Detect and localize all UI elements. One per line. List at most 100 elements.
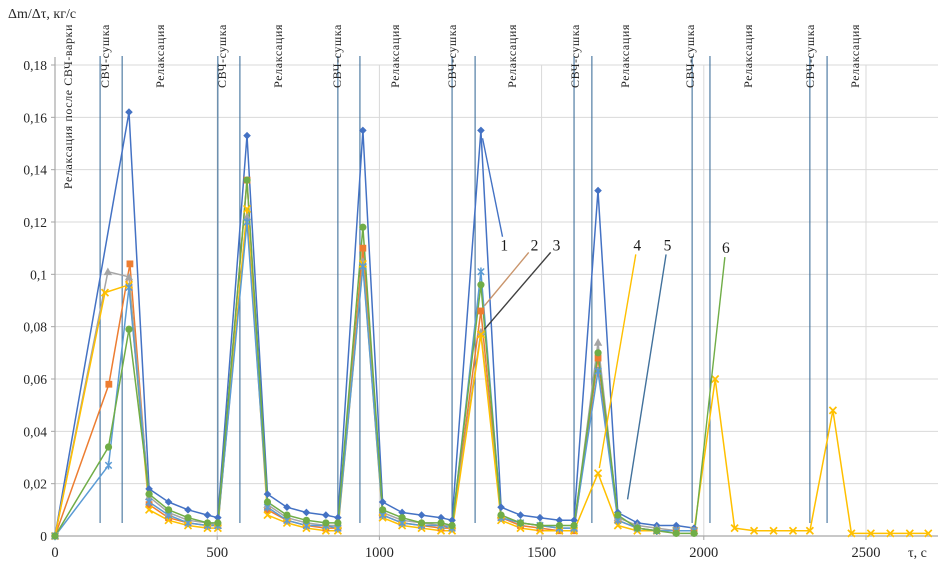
marker-circle bbox=[555, 521, 564, 530]
phase-label: Релаксация bbox=[848, 24, 862, 88]
x-tick-label: 500 bbox=[206, 545, 228, 561]
marker-square bbox=[477, 307, 485, 315]
y-tick-label: 0,02 bbox=[23, 477, 47, 492]
callout-number-3: 3 bbox=[553, 238, 561, 255]
phase-label: Релаксация bbox=[271, 24, 285, 88]
marker-circle bbox=[379, 506, 387, 514]
marker-circle bbox=[283, 511, 291, 519]
marker-x bbox=[593, 469, 603, 478]
marker-circle bbox=[263, 498, 272, 506]
marker-square bbox=[359, 244, 367, 252]
marker-diamond bbox=[497, 503, 505, 512]
marker-diamond bbox=[570, 516, 578, 525]
marker-circle bbox=[334, 519, 342, 527]
marker-circle bbox=[184, 514, 192, 522]
phase-label: СВЧ-сушка bbox=[445, 24, 459, 88]
marker-x bbox=[769, 526, 778, 535]
marker-diamond bbox=[164, 498, 173, 506]
marker-x bbox=[828, 406, 838, 415]
marker-asterisk bbox=[359, 262, 367, 271]
marker-square bbox=[126, 260, 134, 268]
marker-diamond bbox=[145, 485, 153, 493]
marker-asterisk bbox=[145, 497, 153, 507]
marker-x bbox=[805, 526, 814, 535]
marker-x bbox=[730, 524, 739, 533]
marker-circle bbox=[516, 519, 525, 527]
marker-diamond bbox=[184, 506, 192, 514]
marker-diamond bbox=[359, 126, 367, 135]
phase-label: СВЧ-сушка bbox=[568, 24, 582, 88]
phase-label: СВЧ-сушка bbox=[98, 24, 112, 88]
callout-number-6: 6 bbox=[722, 240, 730, 257]
marker-circle bbox=[633, 524, 641, 532]
marker-asterisk bbox=[104, 461, 113, 470]
x-tick-label: 1500 bbox=[527, 545, 556, 561]
marker-circle bbox=[497, 511, 505, 519]
callout-number-2: 2 bbox=[531, 238, 539, 255]
marker-circle bbox=[125, 325, 133, 333]
marker-diamond bbox=[594, 186, 602, 195]
y-tick-label: 0,04 bbox=[23, 424, 47, 439]
marker-circle bbox=[690, 529, 698, 537]
marker-triangle bbox=[593, 338, 603, 346]
marker-circle bbox=[398, 514, 406, 522]
y-tick-label: 0 bbox=[40, 529, 47, 544]
marker-circle bbox=[614, 511, 622, 519]
marker-circle bbox=[359, 223, 367, 231]
marker-circle bbox=[302, 516, 311, 524]
marker-diamond bbox=[417, 511, 426, 519]
series-line-4 bbox=[54, 208, 929, 537]
marker-diamond bbox=[322, 511, 330, 519]
callout-leader-3 bbox=[483, 251, 552, 330]
callout-leader-4 bbox=[598, 254, 637, 469]
marker-asterisk bbox=[594, 366, 602, 376]
marker-square bbox=[594, 354, 602, 362]
marker-diamond bbox=[437, 513, 445, 522]
phase-label: СВЧ-сушка bbox=[215, 24, 229, 88]
phase-label: СВЧ-сушка bbox=[803, 24, 817, 88]
marker-circle bbox=[448, 521, 456, 530]
marker-x bbox=[886, 529, 895, 538]
phase-label: Релаксация bbox=[388, 24, 402, 88]
marker-asterisk bbox=[125, 283, 133, 292]
marker-asterisk bbox=[243, 217, 251, 227]
y-tick-label: 0,1 bbox=[30, 267, 47, 282]
x-tick-label: 2000 bbox=[689, 545, 718, 561]
marker-circle bbox=[672, 529, 680, 537]
marker-x bbox=[476, 330, 486, 339]
marker-circle bbox=[594, 349, 602, 357]
marker-circle bbox=[570, 521, 578, 530]
marker-circle bbox=[437, 519, 445, 527]
phase-label: Релаксация bbox=[153, 24, 167, 88]
y-tick-label: 0,14 bbox=[23, 163, 47, 178]
marker-x bbox=[711, 374, 720, 384]
marker-circle bbox=[51, 532, 59, 540]
marker-x bbox=[100, 288, 110, 297]
marker-circle bbox=[104, 443, 113, 451]
marker-circle bbox=[214, 519, 222, 527]
marker-diamond bbox=[398, 508, 406, 517]
y-axis-title: Δm/Δτ, кг/с bbox=[8, 7, 76, 22]
marker-circle bbox=[164, 506, 173, 514]
y-tick-label: 0,06 bbox=[23, 372, 47, 387]
phase-label: Релаксация bbox=[618, 24, 632, 88]
callout-number-1: 1 bbox=[500, 238, 508, 255]
marker-diamond bbox=[302, 508, 311, 517]
marker-x bbox=[847, 529, 856, 538]
marker-triangle bbox=[103, 267, 113, 276]
marker-x bbox=[905, 529, 914, 538]
x-axis-title: τ, с bbox=[908, 546, 927, 561]
phase-label: СВЧ-сушка bbox=[683, 24, 697, 88]
x-tick-label: 1000 bbox=[365, 545, 394, 561]
marker-circle bbox=[322, 519, 330, 527]
marker-diamond bbox=[334, 513, 342, 522]
marker-x bbox=[749, 526, 759, 535]
y-tick-label: 0,16 bbox=[23, 110, 47, 125]
y-tick-label: 0,08 bbox=[23, 320, 47, 335]
marker-diamond bbox=[555, 516, 564, 525]
callout-leader-1 bbox=[481, 138, 504, 237]
marker-square bbox=[105, 380, 113, 388]
phase-label: Релаксация bbox=[505, 24, 519, 88]
